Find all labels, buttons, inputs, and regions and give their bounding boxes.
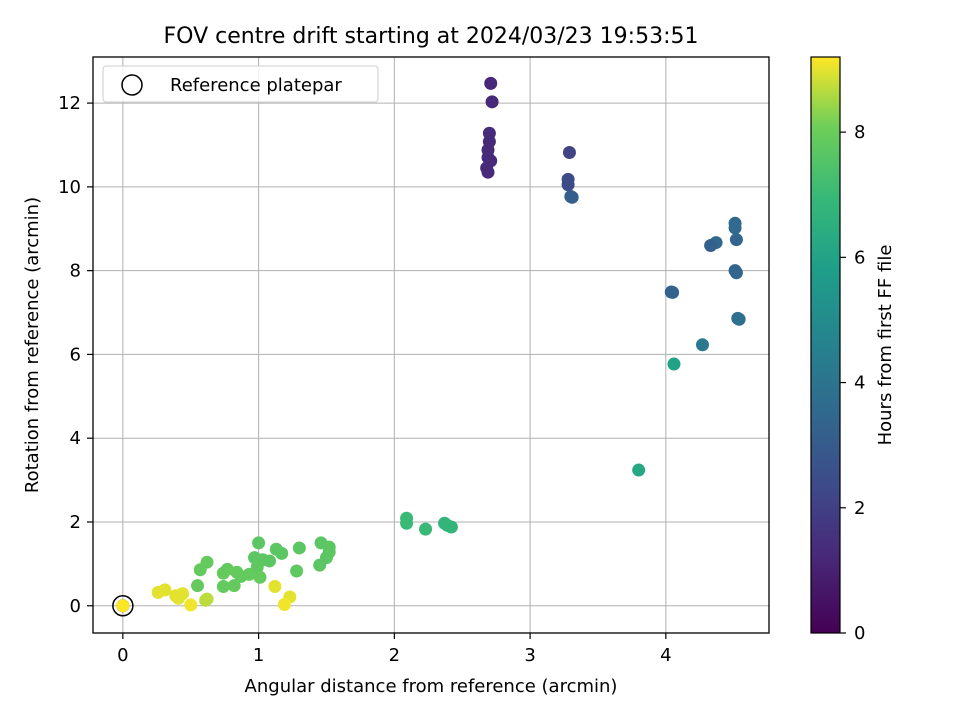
data-point (481, 165, 495, 179)
data-point (275, 546, 289, 560)
colorbar-tick-label: 8 (854, 122, 865, 143)
x-tick-label: 4 (660, 645, 671, 666)
data-point (729, 266, 743, 280)
data-point (313, 558, 327, 572)
data-point (292, 541, 306, 555)
data-point (729, 233, 743, 247)
y-axis-ticks: 0 2 4 6 8 10 12 (58, 93, 93, 617)
y-tick-label: 2 (70, 512, 81, 533)
data-point (216, 566, 230, 580)
chart-title: FOV centre drift starting at 2024/03/23 … (164, 24, 699, 49)
x-axis-ticks: 0 1 2 3 4 (117, 633, 672, 666)
data-point (632, 463, 646, 477)
data-point (191, 579, 205, 593)
data-point (227, 579, 241, 593)
x-tick-label: 1 (253, 645, 264, 666)
data-point (252, 536, 266, 550)
data-point (695, 338, 709, 352)
data-point (172, 591, 186, 605)
data-point (200, 592, 214, 606)
y-tick-label: 4 (70, 428, 81, 449)
data-point (234, 569, 248, 583)
plot-frame (92, 56, 770, 634)
reference-platepar-marker (112, 595, 134, 617)
y-tick-label: 10 (58, 177, 81, 198)
grid-lines (93, 57, 769, 633)
legend-entry-reference: Reference platepar (170, 75, 342, 96)
data-point (151, 585, 165, 599)
data-points (112, 76, 746, 617)
data-point (277, 598, 291, 612)
data-point (268, 580, 282, 594)
data-point (667, 357, 681, 371)
legend: Reference platepar (102, 65, 379, 103)
reference-point-fill (116, 599, 130, 613)
x-axis-label: Angular distance from reference (arcmin) (245, 676, 618, 697)
y-tick-label: 0 (70, 596, 81, 617)
data-point (290, 564, 304, 578)
data-point (561, 178, 575, 192)
data-point (419, 522, 433, 536)
data-point (184, 598, 198, 612)
y-tick-label: 12 (58, 93, 81, 114)
colorbar-ticks: 0 2 4 6 8 (840, 122, 865, 644)
data-point (193, 563, 207, 577)
data-point (565, 190, 579, 204)
data-point (444, 520, 458, 534)
data-point (704, 239, 718, 253)
data-point (216, 580, 230, 594)
colorbar: 0 2 4 6 8 Hours from first FF file (810, 56, 896, 644)
y-axis-label: Rotation from reference (arcmin) (22, 197, 43, 493)
data-point (728, 221, 742, 235)
data-point (400, 516, 414, 530)
x-tick-label: 3 (524, 645, 535, 666)
data-point (562, 146, 576, 160)
colorbar-tick-label: 6 (854, 247, 865, 268)
colorbar-tick-label: 0 (854, 623, 865, 644)
colorbar-tick-label: 4 (854, 373, 865, 394)
x-tick-label: 2 (389, 645, 400, 666)
colorbar-tick-label: 2 (854, 498, 865, 519)
x-tick-label: 0 (117, 645, 128, 666)
colorbar-gradient (810, 56, 841, 634)
legend-box (102, 65, 379, 103)
data-point (485, 95, 499, 109)
data-point (732, 312, 746, 326)
data-point (262, 554, 276, 568)
y-tick-label: 6 (70, 344, 81, 365)
data-point (253, 570, 267, 584)
data-point (666, 285, 680, 299)
colorbar-label: Hours from first FF file (875, 245, 896, 446)
legend-marker-icon (121, 74, 143, 96)
data-point (484, 76, 498, 90)
y-tick-label: 8 (70, 261, 81, 282)
